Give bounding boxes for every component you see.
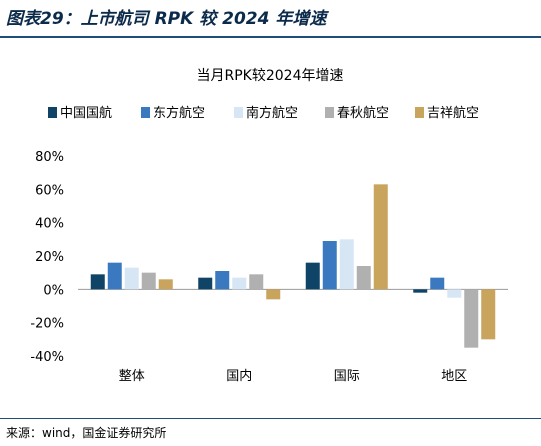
bar <box>481 289 496 340</box>
bar <box>430 277 445 290</box>
legend-label-5: 吉祥航空 <box>427 105 479 121</box>
bar <box>90 274 105 290</box>
bar <box>413 289 428 293</box>
rpk-growth-chart: 当月RPK较2024年增速 中国国航 东方航空 南方航空 春秋航空 吉祥航空 80% 60… <box>30 68 508 384</box>
y-tick-label: 40% <box>35 217 64 232</box>
x-category-label: 国内 <box>226 368 252 384</box>
bar <box>232 277 247 290</box>
legend-label-2: 东方航空 <box>153 105 205 121</box>
figure-title: 图表29：上市航司 RPK 较 2024 年增速 <box>6 9 327 29</box>
bar <box>158 279 173 290</box>
y-tick-label: -20% <box>30 317 64 332</box>
bar <box>249 274 264 290</box>
bar <box>141 272 156 290</box>
legend-swatch-3 <box>234 107 243 118</box>
bar <box>124 267 139 290</box>
bar <box>356 266 371 290</box>
x-category-label: 国际 <box>334 369 360 384</box>
legend-swatch-1 <box>48 107 57 118</box>
bars <box>90 184 496 348</box>
bar <box>305 262 320 290</box>
x-category-label: 地区 <box>441 369 467 384</box>
bar <box>198 277 213 290</box>
y-tick-label: -40% <box>30 350 64 365</box>
bar <box>373 184 388 290</box>
legend-label-3: 南方航空 <box>246 105 298 121</box>
footer-rule <box>0 418 541 419</box>
y-tick-label: 80% <box>35 150 64 165</box>
axes: 80% 60% 40% 20% 0% -20% -40% 整体 国内 国际 地区 <box>30 150 508 384</box>
chart-title: 当月RPK较2024年增速 <box>197 68 344 84</box>
bar <box>339 239 354 290</box>
legend: 中国国航 东方航空 南方航空 春秋航空 吉祥航空 <box>48 105 479 121</box>
header-rule <box>0 36 541 38</box>
legend-label-4: 春秋航空 <box>337 105 389 121</box>
y-tick-label: 60% <box>35 183 64 198</box>
legend-swatch-2 <box>141 107 150 118</box>
bar <box>107 262 122 290</box>
bar <box>322 241 337 290</box>
source-note: 来源：wind，国金证券研究所 <box>6 426 167 440</box>
legend-swatch-4 <box>325 107 334 118</box>
y-tick-label: 20% <box>35 250 64 265</box>
bar <box>266 289 281 300</box>
y-tick-label: 0% <box>43 283 64 298</box>
bar <box>464 289 479 348</box>
legend-swatch-5 <box>415 107 424 118</box>
bar <box>215 271 230 290</box>
x-category-label: 整体 <box>119 369 145 384</box>
legend-label-1: 中国国航 <box>60 105 112 121</box>
bar <box>447 289 462 298</box>
